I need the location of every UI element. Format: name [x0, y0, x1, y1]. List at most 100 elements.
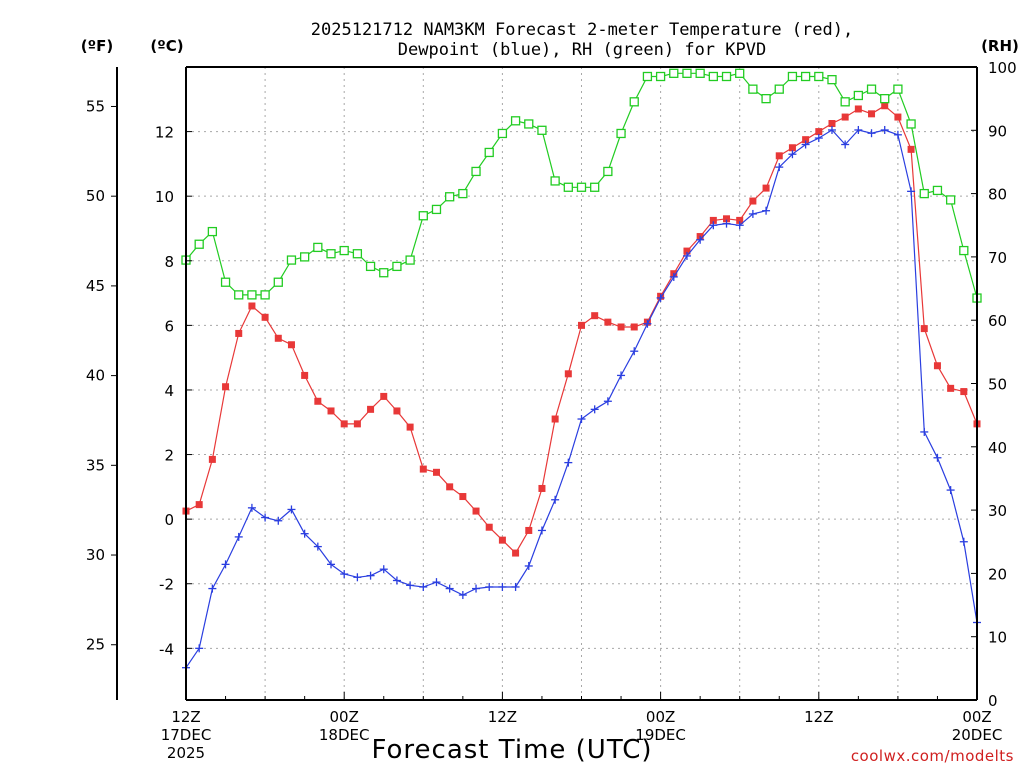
dewpoint-point — [261, 513, 270, 522]
fahrenheit-tick-label: 45 — [86, 277, 105, 295]
time-tick-label: 18DEC — [319, 726, 370, 744]
rh-point — [590, 182, 600, 192]
dewpoint-point — [669, 272, 678, 281]
dewpoint-point — [827, 125, 836, 134]
dewpoint-point — [907, 187, 916, 196]
rh-point — [484, 147, 494, 158]
rh-tick-label: 70 — [988, 249, 1007, 267]
rh-point — [352, 249, 363, 259]
dewpoint-point — [472, 584, 481, 593]
2-meter-temperature-point — [723, 215, 731, 223]
dewpoint-point — [221, 560, 230, 569]
2-meter-temperature-point — [907, 145, 915, 153]
fahrenheit-tick-label: 55 — [86, 97, 105, 115]
chart-title-line-1: 2025121712 NAM3KM Forecast 2-meter Tempe… — [311, 20, 853, 40]
2-meter-temperature-point — [195, 501, 203, 509]
2-meter-temperature-point — [367, 405, 375, 413]
dewpoint-point — [300, 529, 309, 538]
rh-point — [313, 242, 323, 253]
2-meter-temperature-point — [432, 468, 440, 476]
2-meter-temperature-point — [788, 144, 796, 152]
time-tick-label: 19DEC — [635, 726, 686, 744]
source-credit: coolwx.com/modelts — [851, 747, 1014, 765]
2-meter-temperature-point — [841, 113, 849, 121]
rh-point — [787, 71, 798, 82]
dewpoint-point — [287, 505, 296, 514]
rh-point — [234, 290, 244, 300]
dewpoint-point — [498, 582, 507, 591]
2-meter-temperature-point — [485, 523, 493, 531]
2-meter-temperature-point — [578, 321, 585, 329]
rh-tick-label: 50 — [988, 376, 1007, 394]
dewpoint-point — [775, 163, 784, 172]
celsius-tick-label: -4 — [159, 640, 174, 658]
2-meter-temperature-point — [208, 455, 216, 463]
rh-point — [247, 290, 257, 300]
celsius-tick-label: 8 — [164, 253, 174, 271]
2-meter-temperature-point — [551, 415, 559, 423]
dewpoint-point — [788, 150, 797, 159]
rh-point — [814, 71, 824, 82]
dewpoint-point — [392, 576, 401, 585]
plot-frame — [116, 66, 978, 701]
dewpoint-point — [432, 578, 441, 587]
2-meter-temperature-point — [327, 407, 335, 415]
2-meter-temperature-point — [815, 128, 823, 136]
rh-point — [642, 71, 653, 82]
celsius-tick-label: 10 — [155, 188, 174, 206]
dewpoint-point — [682, 251, 691, 260]
rh-axis-unit: (RH) — [981, 37, 1019, 55]
dewpoint-point — [511, 582, 520, 591]
dewpoint-point — [234, 532, 243, 541]
2-meter-temperature-point — [894, 113, 902, 121]
celsius-tick-label: 4 — [164, 382, 174, 400]
2-meter-temperature-point — [762, 184, 770, 192]
2-meter-temperature-point — [617, 323, 625, 331]
2-meter-temperature-point — [340, 420, 348, 428]
time-tick-label: 12Z — [488, 708, 517, 726]
2-meter-temperature-point — [222, 383, 230, 391]
rh-point — [761, 94, 771, 104]
time-tick-label: 12Z — [804, 708, 833, 726]
2-meter-temperature-point — [709, 216, 717, 224]
dewpoint-point — [933, 453, 942, 462]
dewpoint-point — [195, 644, 204, 653]
dewpoint-point — [590, 405, 599, 414]
rh-point — [616, 128, 626, 139]
dewpoint-point — [406, 581, 415, 590]
dewpoint-point — [274, 516, 283, 525]
rh-point — [853, 90, 863, 101]
rh-point — [682, 68, 692, 78]
2-meter-temperature-point — [248, 302, 256, 310]
dewpoint-point — [445, 584, 454, 593]
time-tick-label: 00Z — [962, 708, 991, 726]
dewpoint-point — [643, 319, 652, 328]
dewpoint-point — [340, 570, 349, 579]
rh-point — [273, 277, 283, 287]
rh-point — [629, 97, 639, 107]
rh-point — [471, 166, 481, 177]
rh-point — [405, 255, 415, 265]
dewpoint-point — [419, 582, 428, 591]
rh-point — [365, 261, 376, 272]
rh-tick-label: 90 — [988, 122, 1007, 140]
2-meter-temperature-point — [235, 329, 243, 337]
rh-point — [603, 166, 613, 177]
rh-point — [800, 71, 811, 82]
2-meter-temperature-point — [301, 371, 309, 379]
dewpoint-point — [485, 582, 494, 591]
rh-series — [181, 68, 982, 303]
fahrenheit-tick-label: 25 — [86, 636, 105, 654]
rh-point — [524, 119, 534, 129]
dewpoint-point — [458, 591, 467, 600]
2-meter-temperature-point — [933, 362, 941, 370]
dewpoint-point — [551, 495, 560, 504]
dewpoint-point — [353, 573, 362, 582]
dewpoint-point — [814, 134, 823, 143]
rh-point — [695, 68, 705, 78]
dewpoint-point — [524, 561, 533, 570]
rh-point — [497, 128, 508, 139]
rh-point — [392, 261, 402, 272]
rh-point — [748, 84, 758, 94]
